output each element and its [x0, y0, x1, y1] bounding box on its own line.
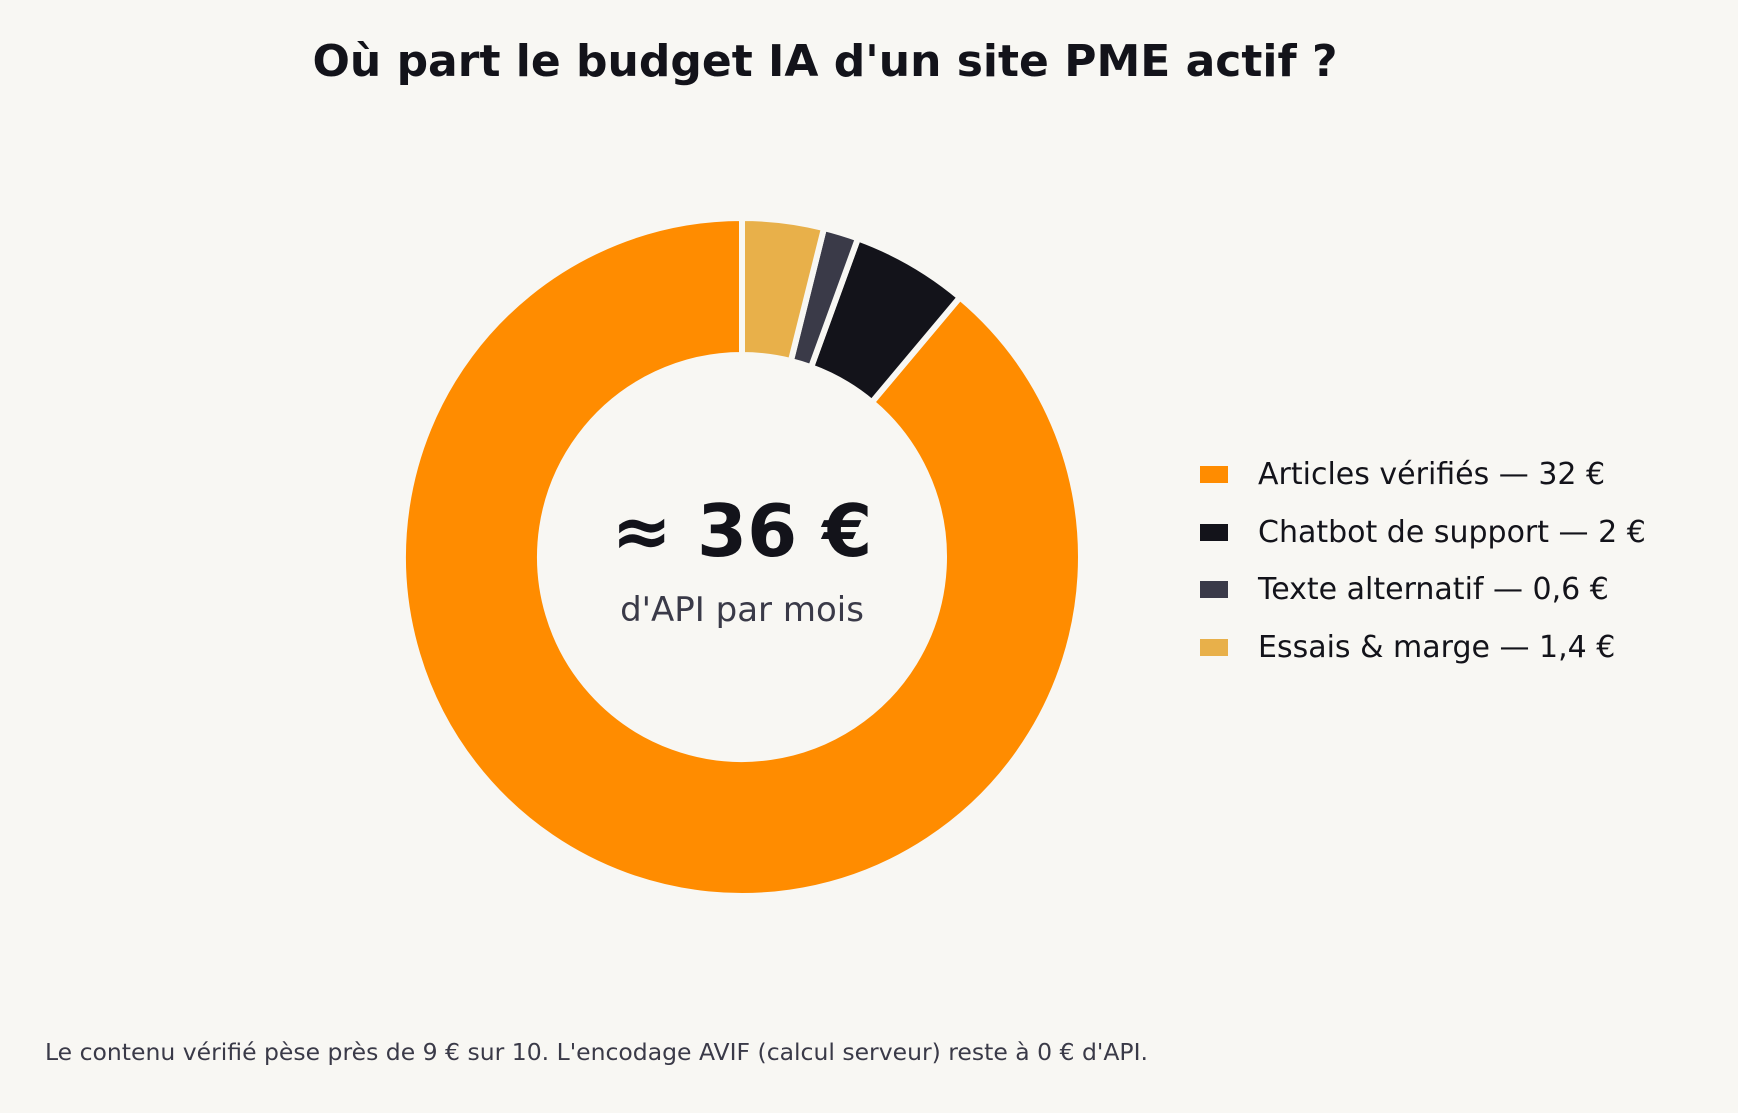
legend-swatch [1200, 466, 1228, 484]
legend-label: Texte alternatif — 0,6 € [1258, 572, 1609, 608]
legend-swatch [1200, 638, 1228, 656]
slice-essais-marge [739, 214, 828, 365]
legend-swatch [1200, 523, 1228, 541]
legend-item-alt-text: Texte alternatif — 0,6 € [1200, 561, 1646, 619]
center-total-value: ≈ 36 € [611, 489, 873, 573]
chart-title: Où part le budget IA d'un site PME actif… [312, 36, 1338, 87]
legend-item-trials-margin: Essais & marge — 1,4 € [1200, 619, 1646, 677]
legend-label: Chatbot de support — 2 € [1258, 514, 1646, 550]
legend-swatch [1200, 581, 1228, 599]
legend-item-articles: Articles vérifiés — 32 € [1200, 446, 1646, 504]
center-total-caption: d'API par mois [620, 590, 864, 630]
legend-label: Articles vérifiés — 32 € [1258, 457, 1606, 493]
footnote: Le contenu vérifié pèse près de 9 € sur … [45, 1038, 1149, 1066]
legend-label: Essais & marge — 1,4 € [1258, 629, 1616, 665]
legend-item-chatbot: Chatbot de support — 2 € [1200, 504, 1646, 562]
legend: Articles vérifiés — 32 € Chatbot de supp… [1200, 446, 1646, 676]
slice-articles-verifies [400, 214, 1084, 899]
